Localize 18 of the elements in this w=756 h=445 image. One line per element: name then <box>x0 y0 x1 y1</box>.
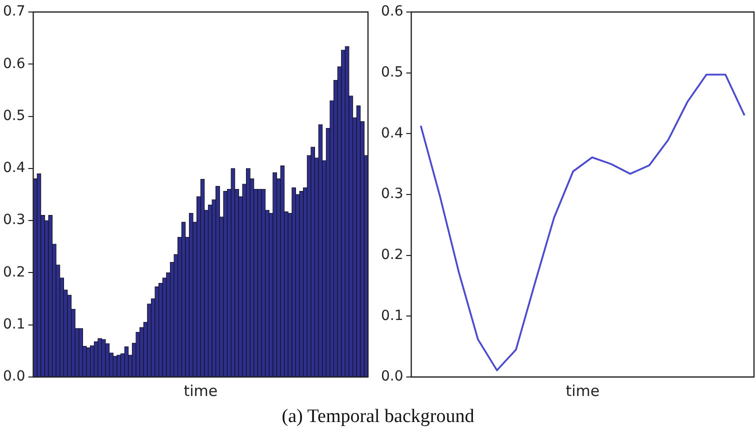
y-tick-label: 0.5 <box>3 108 26 124</box>
y-tick-label: 0.5 <box>381 64 404 80</box>
y-tick-label: 0.7 <box>3 4 26 20</box>
y-tick-label: 0.3 <box>381 186 404 202</box>
y-tick-label: 0.4 <box>381 125 404 142</box>
y-tick-label: 0.2 <box>381 246 404 263</box>
y-tick-label: 0.6 <box>3 56 26 72</box>
y-tick-label: 0.1 <box>381 308 404 324</box>
y-tick-label: 0.0 <box>381 368 404 385</box>
y-tick-label: 0.6 <box>381 4 404 20</box>
y-tick-label: 0.3 <box>3 212 26 228</box>
text: (a) Temporal background <box>280 406 476 428</box>
y-tick-label: 0.0 <box>3 368 26 385</box>
y-tick-label: 0.2 <box>3 264 26 280</box>
x-axis-title: time <box>566 382 600 400</box>
y-tick-label: 0.1 <box>3 316 26 332</box>
y-tick-label: 0.4 <box>3 160 26 176</box>
x-axis-title: time <box>184 382 218 400</box>
